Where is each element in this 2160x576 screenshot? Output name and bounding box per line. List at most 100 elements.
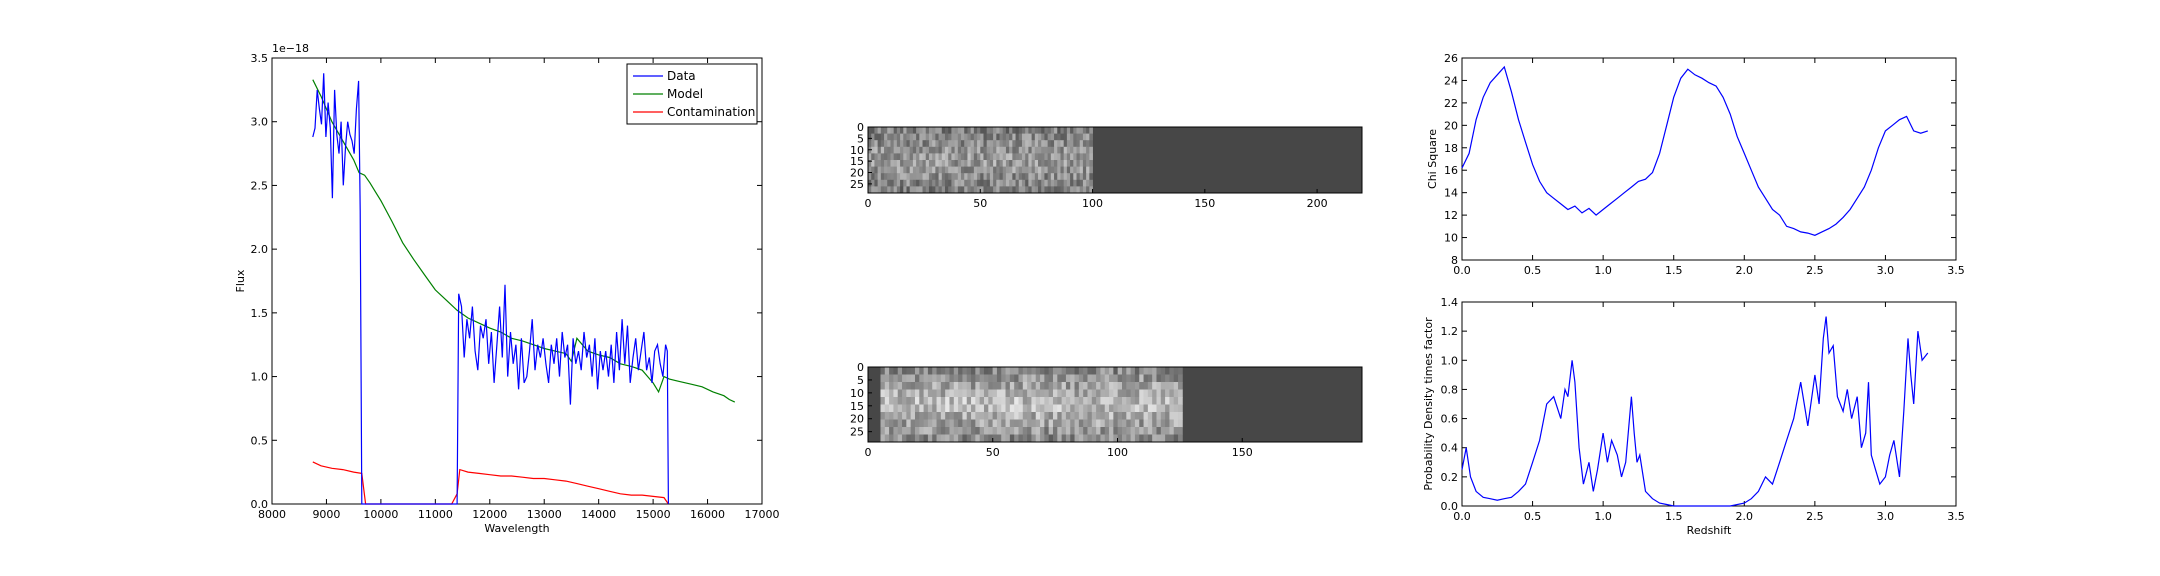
bottom-image-pixel [1152, 427, 1157, 435]
bottom-image-pixel [975, 374, 981, 383]
top-image-pixel [1021, 153, 1026, 161]
top-image-pixel [1070, 186, 1074, 194]
top-image-pixel [916, 146, 920, 154]
bottom-image-pixel [979, 427, 985, 435]
bottom-image-pixel [897, 427, 903, 435]
chi-x-tick-label: 2.5 [1806, 264, 1824, 277]
top-image-pixel [1044, 133, 1049, 141]
top-image-pixel [1028, 166, 1032, 174]
bottom-image-pixel [1130, 412, 1136, 420]
bottom-image-pixel [988, 427, 993, 435]
top-image-pixel [1063, 153, 1068, 161]
top-image-pixel [903, 173, 907, 181]
bottom-image-pixel [1078, 419, 1084, 428]
top-image-pixel [903, 179, 907, 187]
top-image-pixel [1038, 146, 1042, 154]
top-image-pixel [896, 146, 901, 154]
top-image-pixel [1073, 153, 1077, 161]
top-image-pixel [1079, 166, 1084, 174]
top-image-pixel [986, 173, 991, 181]
top-image-pixel [986, 166, 991, 174]
chi-square-line [1461, 65, 1928, 236]
pdf-x-tick-label: 0.5 [1524, 510, 1542, 523]
top-image-pixel [1031, 166, 1036, 174]
bottom-image-pixel [1057, 397, 1063, 405]
top-image-pixel [1041, 146, 1045, 154]
pdf-x-tick-label: 1.5 [1665, 510, 1683, 523]
top-image-pixel [900, 173, 904, 181]
bottom-image-pixel [902, 397, 907, 405]
top-image-pixel [1005, 173, 1010, 181]
top-image-pixel [906, 166, 911, 174]
top-image-pixel [1021, 146, 1026, 154]
top-image-x-tick-label: 200 [1307, 197, 1328, 210]
top-image-pixel [871, 160, 875, 167]
bottom-image-pixel [1018, 397, 1024, 405]
top-image-pixel [1070, 133, 1074, 141]
top-image-pixel [877, 179, 882, 187]
bottom-image-pixel [932, 434, 937, 443]
bottom-image-pixel [1001, 419, 1006, 428]
bottom-image-y-tick-label: 0 [857, 361, 864, 374]
bottom-image-pixel [1022, 367, 1028, 375]
bottom-image-pixel [897, 382, 903, 390]
bottom-image-pixel [1052, 412, 1058, 420]
top-image-pixel [935, 160, 939, 167]
bottom-image-pixel [1035, 382, 1041, 390]
top-image-pixel [970, 140, 975, 148]
top-image-pixel [906, 140, 911, 148]
top-image-pixel [871, 186, 875, 194]
bottom-image-pixel [1065, 419, 1071, 428]
top-image-pixel [989, 140, 994, 148]
bottom-image-pixel [1018, 389, 1024, 398]
bottom-image-pixel [897, 404, 903, 413]
bottom-image-pixel [1031, 404, 1037, 413]
bottom-image-pixel [919, 412, 924, 420]
bottom-image-pixel [1169, 419, 1175, 428]
top-image-pixel [925, 153, 930, 161]
bottom-image-pixel [988, 434, 993, 443]
pdf-x-tick-label: 3.0 [1877, 510, 1895, 523]
top-image-pixel [1047, 186, 1052, 194]
top-image-pixel [977, 127, 981, 134]
chi-y-tick-label: 18 [1444, 142, 1458, 155]
bottom-image-pixel [927, 412, 933, 420]
bottom-image-pixel [1091, 419, 1097, 428]
bottom-image-pixel [910, 419, 916, 428]
bottom-image-pixel [1065, 434, 1071, 443]
bottom-image-pixel [1152, 419, 1157, 428]
top-image-pixel [957, 146, 962, 154]
top-image-pixel [916, 153, 920, 161]
top-image-pixel [919, 140, 923, 148]
top-image-pixel [903, 133, 907, 141]
bottom-image-pixel [1100, 374, 1106, 383]
top-image-pixel [1089, 186, 1093, 194]
top-image-pixel [980, 166, 984, 174]
bottom-image-pixel [940, 367, 946, 375]
bottom-image-pixel [910, 412, 916, 420]
bottom-image-pixel [1048, 389, 1054, 398]
top-image-pixel [1073, 127, 1077, 134]
top-image-pixel [1073, 146, 1077, 154]
top-image-pixel [893, 186, 898, 194]
top-image-pixel [1028, 146, 1032, 154]
top-image-pixel [1063, 127, 1068, 134]
bottom-image-pixel [1070, 397, 1075, 405]
top-image-pixel [896, 133, 901, 141]
bottom-image-pixel [958, 367, 963, 375]
bottom-image-pixel [1178, 367, 1183, 375]
top-image-pixel [964, 153, 968, 161]
top-image-pixel [967, 140, 972, 148]
bottom-image-pixel [893, 397, 899, 405]
bottom-image-pixel [945, 367, 950, 375]
top-image-pixel [948, 140, 952, 148]
top-image-pixel [922, 140, 927, 148]
bottom-image-pixel [1065, 397, 1071, 405]
bottom-image-pixel [1083, 397, 1088, 405]
bottom-image-pixel [1139, 374, 1144, 383]
bottom-image-pixel [1065, 427, 1071, 435]
bottom-image-pixel [889, 374, 894, 383]
bottom-image-pixel [1087, 397, 1093, 405]
top-image-pixel [1009, 160, 1013, 167]
bottom-image-pixel [1121, 389, 1127, 398]
